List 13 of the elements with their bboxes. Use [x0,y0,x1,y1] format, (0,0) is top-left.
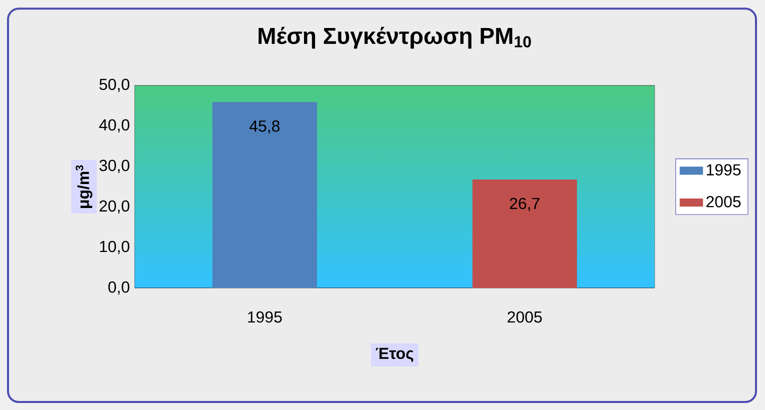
y-tick-label: 50,0 [99,78,130,92]
data-label: 26,7 [510,198,540,212]
y-tick-label: 0,0 [108,281,130,295]
y-tick-label: 30,0 [99,160,130,174]
y-tick-label: 10,0 [100,240,130,254]
y-axis-title: μg/m$^{3}$ [76,165,92,208]
legend-label: 2005 [706,196,741,208]
y-tick-label: 40,0 [99,119,130,132]
legend-label: 1995 [706,164,741,176]
x-axis-title: Έτος [376,348,414,362]
y-tick-label: 20,0 [100,200,130,214]
chart-title: Μέση Συγκέντρωση PM$_{10}$ [258,26,531,49]
data-label: 45,8 [249,120,280,134]
